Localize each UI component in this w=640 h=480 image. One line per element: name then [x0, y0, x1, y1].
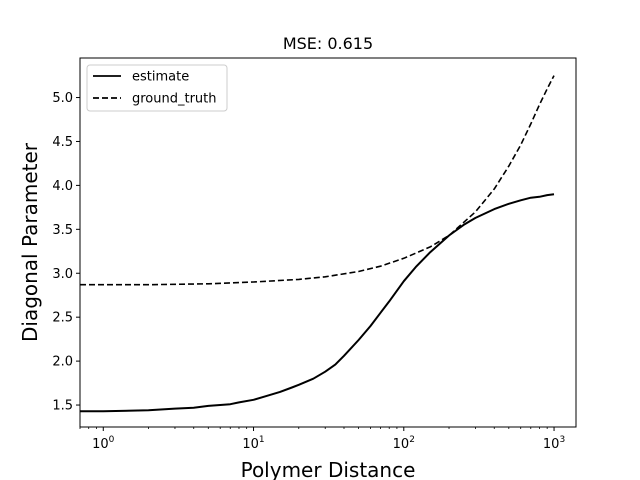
plot-frame [79, 57, 577, 428]
series-line-estimate [80, 193, 555, 413]
legend-box [86, 64, 228, 112]
x-axis-label: Polymer Distance [241, 458, 416, 480]
plot-lines [80, 75, 555, 413]
y-tick-label: 4.0 [52, 179, 73, 194]
x-tick-label: 102 [393, 435, 415, 452]
y-tick-label: 2.0 [52, 355, 73, 370]
x-tick-label: 101 [242, 435, 264, 452]
x-tick-label: 103 [543, 435, 565, 452]
series-line-ground-truth [80, 75, 555, 286]
legend: estimate ground_truth [86, 64, 228, 112]
legend-label-ground-truth: ground_truth [132, 92, 217, 107]
y-tick-label: 3.5 [52, 223, 73, 238]
y-axis-ticks: 1.5 2.0 2.5 3.0 3.5 4.0 4.5 5.0 [52, 91, 80, 414]
x-tick-label: 100 [92, 435, 115, 452]
y-tick-label: 5.0 [52, 91, 73, 106]
y-tick-label: 4.5 [52, 135, 73, 150]
y-tick-label: 3.0 [52, 267, 73, 282]
x-axis-ticks: 100 101 102 103 [79, 427, 565, 452]
y-tick-label: 1.5 [52, 399, 73, 414]
y-tick-label: 2.5 [52, 311, 73, 326]
y-axis-label: Diagonal Parameter [18, 142, 42, 342]
chart-title: MSE: 0.615 [283, 34, 373, 53]
legend-label-estimate: estimate [132, 70, 189, 85]
